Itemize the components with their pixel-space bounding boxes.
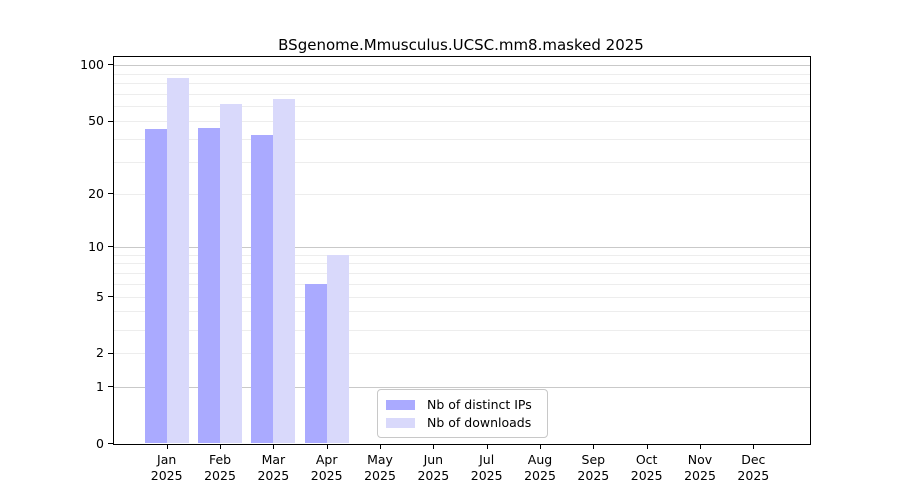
legend: Nb of distinct IPs Nb of downloads [377, 389, 548, 438]
x-tick [220, 444, 222, 449]
gridline-major [114, 246, 810, 248]
x-tick-label-may: May 2025 [364, 452, 396, 483]
x-tick [166, 444, 168, 449]
bar-distinct-ips-feb [198, 127, 221, 444]
x-tick [593, 444, 595, 449]
gridline-minor [114, 283, 810, 285]
gridline-minor [114, 106, 810, 108]
gridline-minor [114, 121, 810, 123]
y-tick [108, 193, 113, 195]
x-tick [380, 444, 382, 449]
bar-downloads-feb [220, 103, 243, 444]
y-tick [108, 443, 113, 444]
x-tick-label-jul: Jul 2025 [470, 452, 503, 483]
y-tick-label: 2 [96, 345, 104, 361]
y-tick-label: 5 [96, 288, 104, 304]
gridline-minor [114, 329, 810, 331]
legend-item-downloads: Nb of downloads [378, 413, 547, 431]
x-tick-label-dec: Dec 2025 [737, 452, 770, 483]
x-tick-label-mar: Mar 2025 [257, 452, 290, 483]
y-tick [108, 246, 113, 248]
y-tick-label: 0 [96, 435, 104, 451]
x-tick [540, 444, 541, 449]
plot-area [113, 56, 811, 445]
y-tick-label: 20 [88, 185, 104, 201]
y-tick-label: 10 [88, 238, 104, 254]
x-tick-label-feb: Feb 2025 [204, 452, 236, 483]
y-tick [108, 64, 113, 66]
x-tick [646, 444, 648, 449]
y-tick-label: 100 [80, 56, 104, 72]
gridline-minor [114, 93, 810, 95]
bar-downloads-jan [166, 78, 189, 444]
gridline-minor [114, 353, 810, 355]
x-tick-label-aug: Aug 2025 [524, 452, 556, 483]
x-tick [700, 444, 701, 449]
bar-distinct-ips-mar [251, 135, 274, 444]
legend-swatch-downloads-icon [386, 417, 415, 428]
x-tick-label-nov: Nov 2025 [684, 452, 716, 483]
legend-label-distinct-ips: Nb of distinct IPs [427, 397, 532, 412]
bar-distinct-ips-apr [304, 283, 327, 444]
y-tick-label: 1 [96, 378, 104, 394]
x-tick [433, 444, 435, 449]
x-tick-label-jan: Jan 2025 [150, 452, 183, 483]
y-tick [108, 120, 113, 122]
gridline-minor [114, 193, 810, 195]
gridline-minor [114, 161, 810, 163]
x-tick-label-oct: Oct 2025 [630, 452, 663, 483]
gridline-minor [114, 272, 810, 274]
y-tick [108, 296, 113, 298]
bar-downloads-apr [326, 254, 349, 444]
gridline-minor [114, 263, 810, 265]
gridline-minor [114, 254, 810, 256]
gridline-minor [114, 73, 810, 75]
legend-label-downloads: Nb of downloads [427, 415, 532, 430]
x-tick-label-jun: Jun 2025 [417, 452, 450, 483]
y-tick [108, 352, 113, 354]
x-tick [326, 444, 328, 449]
x-tick [273, 444, 275, 449]
y-tick [108, 386, 113, 388]
gridline-minor [114, 311, 810, 313]
legend-swatch-distinct-ips-icon [386, 399, 415, 410]
gridline-minor [114, 138, 810, 140]
gridline-minor [114, 83, 810, 85]
x-tick [753, 444, 755, 449]
bar-downloads-mar [273, 98, 296, 444]
bar-distinct-ips-jan [144, 129, 167, 444]
gridline-major [114, 64, 810, 66]
gridline-minor [114, 296, 810, 298]
y-tick-label: 50 [88, 113, 104, 129]
chart-title: BSgenome.Mmusculus.UCSC.mm8.masked 2025 [278, 36, 644, 54]
x-tick-label-apr: Apr 2025 [310, 452, 343, 483]
x-tick-label-sep: Sep 2025 [577, 452, 610, 483]
gridline-major [114, 386, 810, 388]
x-tick [486, 444, 488, 449]
legend-item-distinct-ips: Nb of distinct IPs [378, 395, 547, 413]
